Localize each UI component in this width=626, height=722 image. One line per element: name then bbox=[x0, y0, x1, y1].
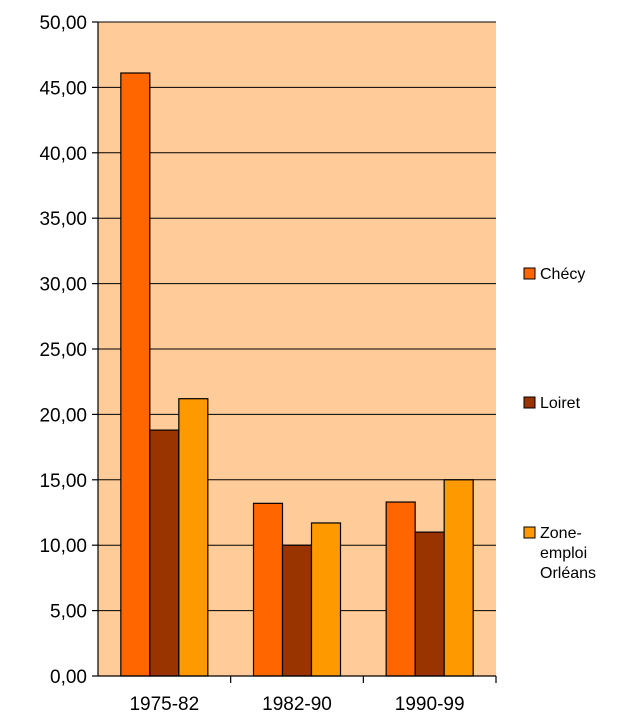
legend-item: Loiret bbox=[523, 395, 581, 412]
y-tick-label: 0,00 bbox=[50, 667, 87, 688]
bar bbox=[414, 531, 445, 677]
y-axis-ticks: 0,00 5,00 10,00 15,00 20,00 25,00 30,00 35,00 40… bbox=[39, 13, 98, 688]
legend-swatch bbox=[523, 526, 536, 539]
y-tick-label: 50,00 bbox=[39, 13, 87, 34]
legend-label-line: Orléans bbox=[540, 565, 596, 582]
legend-label: Chécy bbox=[540, 266, 585, 283]
legend-label-line: Chécy bbox=[540, 266, 585, 283]
legend-label-line: emploi bbox=[540, 545, 587, 562]
legend-item: Zone-emploi Orléans bbox=[523, 525, 596, 582]
x-tick-label: 1982-90 bbox=[262, 694, 332, 715]
bar bbox=[252, 502, 284, 677]
legend-item: Chécy bbox=[523, 266, 585, 283]
bar bbox=[310, 522, 342, 677]
legend-label: Zone-emploi Orléans bbox=[540, 525, 596, 582]
legend-swatch bbox=[523, 267, 536, 280]
x-axis-ticks: 1975-82 1982-90 1990-99 bbox=[129, 676, 497, 715]
bar bbox=[178, 398, 209, 677]
bar bbox=[281, 544, 313, 677]
legend-label: Loiret bbox=[540, 395, 581, 412]
y-tick-label: 15,00 bbox=[39, 471, 87, 492]
legend: Chécy Loiret Zone-emploi Orléans bbox=[523, 266, 596, 582]
bar bbox=[385, 501, 416, 677]
bar bbox=[120, 72, 151, 677]
x-tick-label: 1975-82 bbox=[129, 694, 199, 715]
y-tick-label: 45,00 bbox=[39, 78, 87, 99]
bars bbox=[120, 72, 474, 677]
bar bbox=[443, 479, 474, 677]
y-tick-label: 40,00 bbox=[39, 144, 87, 165]
y-tick-label: 20,00 bbox=[39, 405, 87, 426]
x-tick-label: 1990-99 bbox=[395, 694, 465, 715]
y-tick-label: 5,00 bbox=[50, 602, 87, 623]
legend-label-line: Zone- bbox=[540, 525, 582, 542]
y-tick-label: 25,00 bbox=[39, 340, 87, 361]
legend-label-line: Loiret bbox=[540, 395, 581, 412]
y-tick-label: 30,00 bbox=[39, 275, 87, 296]
y-tick-label: 35,00 bbox=[39, 209, 87, 230]
bar bbox=[149, 429, 180, 677]
y-tick-label: 10,00 bbox=[39, 536, 87, 557]
legend-swatch bbox=[523, 396, 536, 409]
